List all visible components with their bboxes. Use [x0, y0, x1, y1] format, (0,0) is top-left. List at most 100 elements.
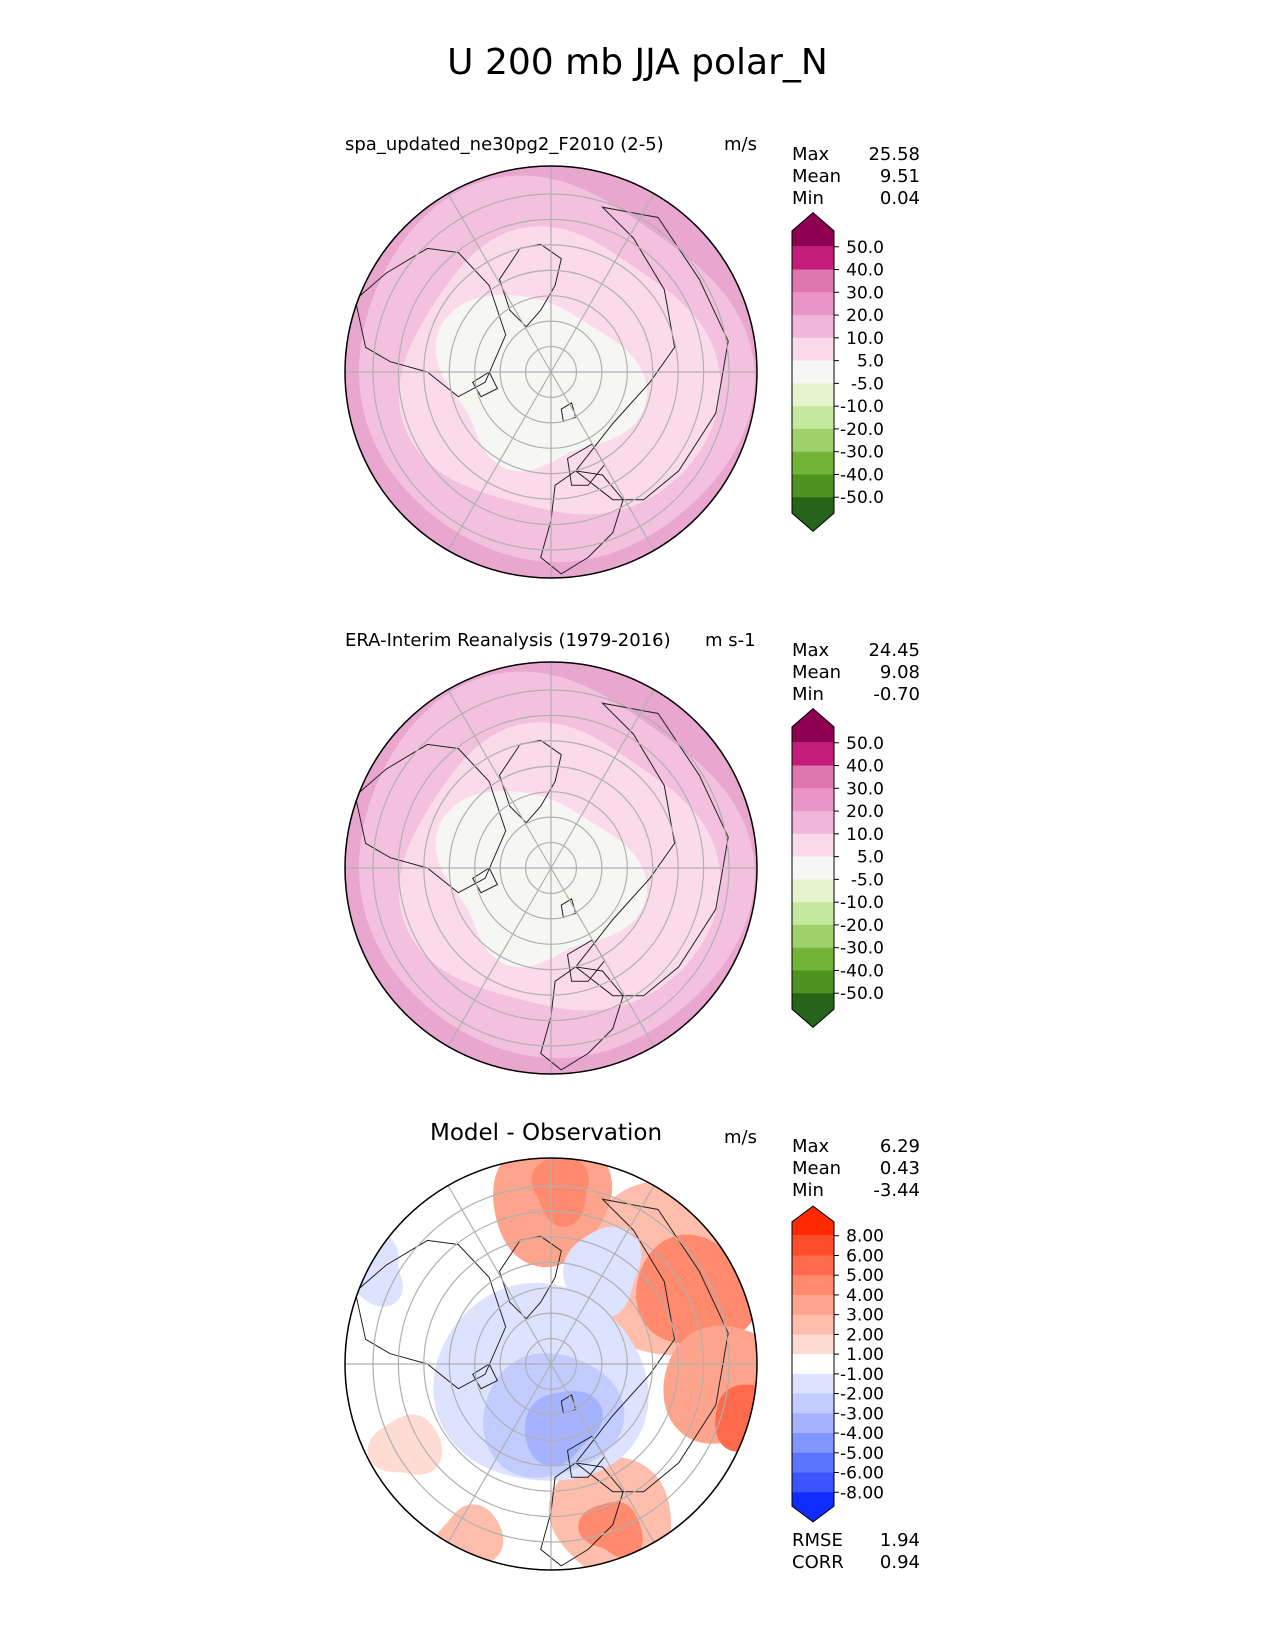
colorbar-tick-label: 40.0	[846, 261, 884, 281]
colorbar-tick-label: 1.00	[846, 1345, 884, 1365]
contour-negative-lobe	[347, 1234, 403, 1307]
colorbar-segment	[792, 742, 834, 767]
coastline	[472, 867, 499, 894]
colorbar-tick-label: 3.00	[846, 1306, 884, 1326]
colorbar-segment	[792, 1433, 834, 1454]
stat-max-value: 25.58	[868, 144, 920, 165]
colorbar-tick-label: 5.0	[857, 352, 884, 372]
colorbar-segment	[792, 1472, 834, 1493]
colorbar-segment	[792, 269, 834, 293]
panel-title-diff: Model - Observation	[430, 1120, 663, 1146]
colorbar-segment	[792, 360, 834, 384]
colorbar-tick-label: 10.0	[846, 825, 884, 845]
colorbar-segment	[792, 902, 834, 926]
stat-max-label: Max	[792, 144, 830, 165]
longitude-line	[550, 1363, 655, 1543]
colorbar-segment	[792, 924, 834, 949]
colorbar-segment	[792, 406, 834, 430]
colorbar-outline	[791, 1205, 835, 1523]
polar-map-diff	[344, 1157, 758, 1571]
colorbar-extend-max	[792, 708, 834, 743]
colorbar-segment	[792, 474, 834, 498]
colorbar-test: 50.0 40.030.0 20.0 10.0 5.0-5.0 -10.0 -20.0 -30…	[791, 211, 884, 533]
stat-mean-label: Mean	[792, 1158, 842, 1179]
colorbar-tick-label: 5.00	[846, 1266, 884, 1286]
colorbar-tick-label: -20.0	[840, 916, 884, 936]
colorbar-segment	[792, 1452, 834, 1474]
panel-units-test: m/s	[724, 134, 757, 155]
coastline	[566, 1435, 606, 1478]
contour-pole	[435, 790, 647, 968]
polar-map-ref	[344, 661, 758, 1075]
longitude-line	[447, 193, 552, 373]
coastline	[472, 1363, 499, 1390]
longitude-line	[447, 371, 552, 551]
colorbar-extend-min	[792, 1492, 834, 1522]
colorbar-diff: 8.006.005.004.003.002.001.00-1.00-2.00-3…	[791, 1205, 884, 1523]
coastline	[560, 898, 577, 919]
longitude-line	[550, 867, 655, 1047]
contour-positive-lobe	[636, 1234, 757, 1344]
colorbar-tick-label: 5.0	[857, 848, 884, 868]
colorbar-segment	[792, 383, 834, 407]
colorbar-segment	[792, 337, 834, 362]
colorbar-tick-label: -8.00	[840, 1483, 884, 1503]
longitude-line	[550, 689, 655, 869]
stat-mean-label: Mean	[792, 662, 842, 683]
colorbar-outline	[791, 211, 835, 533]
stat-corr-value: 0.94	[879, 1552, 920, 1573]
colorbar-segment	[792, 428, 834, 453]
colorbar-ref: 50.0 40.030.0 20.0 10.0 5.0-5.0 -10.0 -20.0 -30…	[791, 707, 884, 1029]
longitude-line	[447, 867, 552, 1047]
colorbar-tick-label: -6.00	[840, 1464, 884, 1484]
colorbar-tick-label: -10.0	[840, 397, 884, 417]
colorbar-tick-label: 20.0	[846, 802, 884, 822]
colorbar-segment	[792, 788, 834, 812]
colorbar-extend-min	[792, 497, 834, 532]
colorbar-tick-label: -3.00	[840, 1404, 884, 1424]
panel-units-ref: m s-1	[705, 630, 756, 651]
coastline	[472, 371, 499, 398]
colorbar-tick-label: 2.00	[846, 1325, 884, 1345]
colorbar-segment	[792, 1275, 834, 1296]
colorbar-segment	[792, 1314, 834, 1335]
stat-mean-label: Mean	[792, 166, 842, 187]
colorbar-tick-label: -40.0	[840, 465, 884, 485]
colorbar-segment	[792, 856, 834, 880]
longitude-line	[447, 689, 552, 869]
colorbar-segment	[792, 292, 834, 316]
colorbar-tick-label: 20.0	[846, 306, 884, 326]
panel-title-ref: ERA-Interim Reanalysis (1979-2016)	[345, 630, 671, 651]
colorbar-tick-label: -30.0	[840, 443, 884, 463]
coastline	[354, 1239, 507, 1390]
coastlines	[354, 206, 729, 575]
colorbar-tick-label: 4.00	[846, 1286, 884, 1306]
coastline	[540, 1462, 624, 1567]
stats-diff-extra: RMSE 1.94 CORR 0.94	[792, 1530, 920, 1574]
panel-title-test: spa_updated_ne30pg2_F2010 (2-5)	[345, 134, 664, 155]
stat-min-label: Min	[792, 188, 824, 209]
coastline	[540, 966, 624, 1071]
colorbar-segment	[792, 1373, 834, 1395]
colorbar-segment	[792, 315, 834, 339]
coastline	[354, 743, 507, 894]
panel-units-diff: m/s	[724, 1127, 757, 1148]
colorbar-segment	[792, 1413, 834, 1434]
stats-diff: Max 6.29 Mean 0.43 Min -3.44	[792, 1136, 920, 1202]
longitude-line	[447, 1363, 552, 1543]
stat-mean-value: 9.51	[879, 166, 920, 187]
longitude-line	[550, 1185, 655, 1365]
contour-positive-lobe	[578, 1501, 643, 1558]
coastline	[540, 470, 624, 575]
coastline	[566, 939, 606, 982]
coastline	[574, 702, 729, 997]
colorbar-tick-label: 6.00	[846, 1246, 884, 1266]
colorbar-tick-label: -5.0	[851, 870, 884, 890]
stat-max-label: Max	[792, 640, 830, 661]
stat-mean-value: 9.08	[879, 662, 920, 683]
contour-positive-lobe	[663, 1325, 757, 1444]
contour-pole	[435, 294, 647, 472]
stat-rmse-label: RMSE	[792, 1530, 843, 1551]
contour-positive-lobe	[367, 1414, 443, 1475]
